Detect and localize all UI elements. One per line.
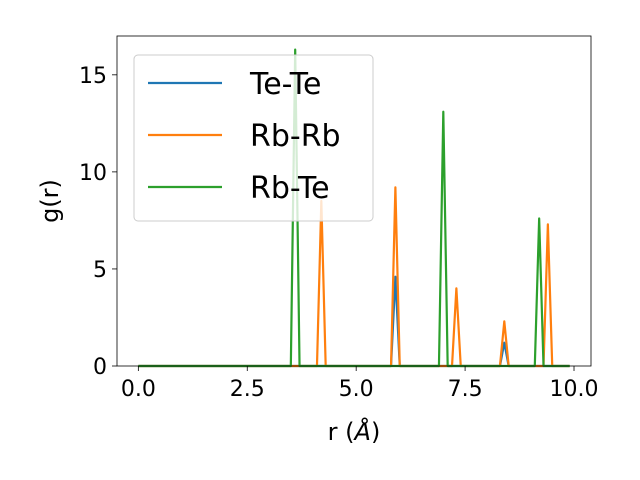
legend-label: Rb-Rb bbox=[250, 119, 341, 154]
y-tick-label: 0 bbox=[93, 355, 107, 380]
axes-frame bbox=[116, 35, 592, 367]
legend-label: Te-Te bbox=[249, 67, 321, 102]
x-tick-label: 10.0 bbox=[550, 377, 599, 402]
legend-box bbox=[133, 54, 374, 222]
legend: Te-Te Rb-Rb Rb-Te bbox=[133, 54, 374, 222]
y-tick-label: 5 bbox=[93, 258, 107, 283]
legend-label: Rb-Te bbox=[250, 171, 330, 206]
y-tick-label: 15 bbox=[79, 64, 107, 89]
x-tick-label: 2.5 bbox=[230, 377, 265, 402]
y-axis-label: g(r) bbox=[36, 179, 64, 223]
y-axis: 0 5 10 15 bbox=[79, 64, 117, 380]
y-tick-label: 10 bbox=[79, 161, 107, 186]
x-axis-label: r (Å) bbox=[328, 417, 381, 446]
x-tick-label: 7.5 bbox=[448, 377, 483, 402]
x-axis: 0.0 2.5 5.0 7.5 10.0 bbox=[121, 366, 599, 402]
x-tick-label: 0.0 bbox=[121, 377, 156, 402]
x-tick-label: 5.0 bbox=[339, 377, 374, 402]
series-line-rb-rb bbox=[138, 186, 570, 368]
